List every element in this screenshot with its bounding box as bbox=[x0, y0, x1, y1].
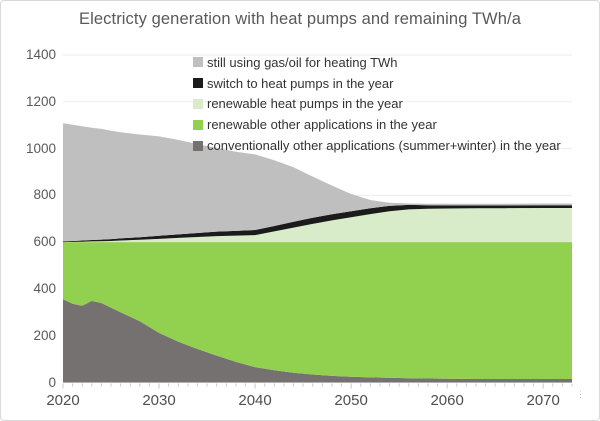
legend-label: still using gas/oil for heating TWh bbox=[207, 54, 398, 70]
x-tick-label: 2050 bbox=[334, 392, 368, 409]
area-renewable-heat-pumps bbox=[63, 208, 572, 243]
legend-swatch bbox=[193, 57, 203, 68]
x-tick-label: 2020 bbox=[46, 392, 80, 409]
legend-label: renewable heat pumps in the year bbox=[207, 96, 403, 112]
chart-title: Electricty generation with heat pumps an… bbox=[79, 10, 521, 28]
legend-item-3: renewable heat pumps in the year bbox=[193, 94, 561, 115]
legend-item-4: renewable other applications in the year bbox=[193, 114, 561, 135]
x-tick-label: 2060 bbox=[430, 392, 464, 409]
x-tick-label: 2030 bbox=[142, 392, 176, 409]
y-tick-label: 400 bbox=[33, 280, 56, 296]
legend-label: renewable other applications in the year bbox=[207, 117, 437, 133]
y-tick-label: 1400 bbox=[25, 47, 56, 62]
y-tick-label: 1000 bbox=[25, 140, 56, 156]
area-still-using-gas-oil bbox=[63, 123, 572, 242]
legend-item-5: conventionally other applications (summe… bbox=[193, 135, 561, 156]
y-axis: 0 200 400 600 800 1000 1200 1400 bbox=[7, 1, 56, 420]
y-tick-label: 1200 bbox=[25, 93, 56, 109]
x-axis: 2020 2030 2040 2050 2060 2070 bbox=[1, 392, 599, 414]
legend-label: conventionally other applications (summe… bbox=[207, 138, 561, 154]
legend-item-2: switch to heat pumps in the year bbox=[193, 73, 561, 94]
legend-swatch bbox=[193, 140, 203, 151]
x-tick-label: 2070 bbox=[526, 392, 560, 409]
legend-swatch bbox=[193, 78, 203, 89]
area-conventionally-other-applications bbox=[63, 299, 572, 383]
legend-item-1: still using gas/oil for heating TWh bbox=[193, 52, 561, 73]
legend: still using gas/oil for heating TWh switc… bbox=[193, 52, 561, 156]
x-tick-label: 2040 bbox=[238, 392, 272, 409]
y-tick-label: 0 bbox=[48, 374, 56, 390]
y-tick-label: 200 bbox=[33, 327, 56, 343]
y-tick-label: 800 bbox=[33, 187, 56, 203]
legend-label: switch to heat pumps in the year bbox=[207, 75, 394, 91]
area-renewable-other-applications bbox=[63, 242, 572, 379]
legend-swatch bbox=[193, 119, 203, 130]
legend-swatch bbox=[193, 98, 203, 109]
y-tick-label: 600 bbox=[33, 234, 56, 250]
overflow-dots-icon: ⋮ bbox=[576, 389, 585, 399]
